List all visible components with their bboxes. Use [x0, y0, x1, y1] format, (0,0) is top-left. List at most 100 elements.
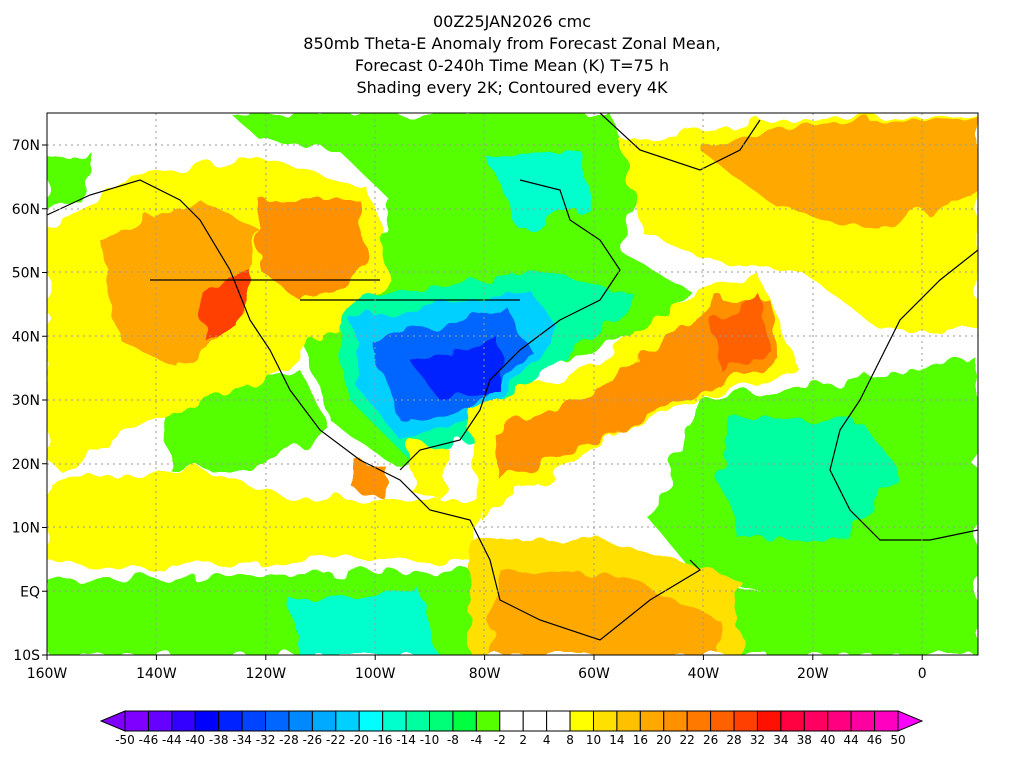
colorbar-label: 44	[844, 733, 859, 747]
colorbar-label: -2	[494, 733, 506, 747]
colorbar-label: 10	[586, 733, 601, 747]
colorbar-label: -8	[447, 733, 459, 747]
anomaly-red-atlantic-plume	[710, 295, 770, 370]
anomaly-green-nw	[47, 150, 90, 210]
colorbar-swatch	[382, 710, 407, 732]
map-frame	[46, 112, 979, 656]
colorbar-label: 22	[680, 733, 695, 747]
lon-label: 60W	[578, 666, 610, 682]
colorbar-label: 34	[773, 733, 788, 747]
colorbar-label: 26	[703, 733, 718, 747]
longitude-labels: 160W 140W 120W 100W 80W 60W 40W 20W 0	[27, 655, 927, 682]
colorbar-swatch	[850, 710, 876, 732]
anomaly-green-arctic	[230, 113, 340, 150]
colorbar-label: -16	[373, 733, 393, 747]
colorbar-label: -20	[349, 733, 369, 747]
anomaly-orange-atlantic-plume	[490, 300, 780, 480]
anomaly-cyan-south	[290, 590, 440, 655]
lat-label: EQ	[20, 584, 40, 600]
colorbar-label: 8	[566, 733, 574, 747]
colorbar-label: -28	[279, 733, 299, 747]
lon-label: 160W	[27, 666, 68, 682]
colorbar-label: -32	[256, 733, 276, 747]
colorbar-swatch	[218, 710, 243, 732]
colorbar-swatch	[194, 710, 220, 732]
colorbar-label: 4	[543, 733, 551, 747]
colorbar-swatch	[522, 710, 548, 732]
colorbar-label: -10	[420, 733, 440, 747]
colorbar-over-triangle	[897, 710, 924, 732]
colorbar-swatch	[616, 710, 641, 732]
colorbar-label: -46	[139, 733, 159, 747]
anomaly-orange-south-america	[490, 570, 720, 655]
colorbar-swatch	[827, 710, 852, 732]
colorbar-label: -38	[209, 733, 229, 747]
colorbar-label: -34	[232, 733, 252, 747]
colorbar-label: 50	[890, 733, 905, 747]
colorbar-swatch	[756, 710, 782, 732]
title-line-date: 00Z25JAN2026 cmc	[432, 12, 591, 31]
lon-label: 120W	[246, 666, 287, 682]
colorbar-swatch	[265, 710, 290, 732]
colorbar-label: -44	[162, 733, 182, 747]
colorbar-label: -22	[326, 733, 346, 747]
lat-label: 70N	[12, 138, 40, 154]
lon-label: 80W	[469, 666, 501, 682]
colorbar-label: -4	[470, 733, 482, 747]
colorbar-swatch	[569, 710, 594, 732]
colorbar-label: -50	[115, 733, 135, 747]
coastlines	[47, 113, 978, 641]
anomaly-field	[47, 113, 978, 655]
anomaly-teal-east-atlantic	[720, 420, 900, 540]
colorbar-label: 46	[867, 733, 882, 747]
colorbar-label: -26	[303, 733, 323, 747]
lat-label: 50N	[12, 266, 40, 282]
colorbar: -50 -46 -44 -40 -38 -34 -32 -28 -26 -22 -20 -16 -14-…	[99, 710, 924, 747]
lat-label: 40N	[12, 329, 40, 345]
lon-label: 20W	[797, 666, 829, 682]
colorbar-label: 2	[519, 733, 527, 747]
anomaly-yellow-mexico	[410, 440, 450, 500]
colorbar-swatch	[241, 710, 267, 732]
colorbar-swatch	[686, 710, 712, 732]
lon-label: 40W	[688, 666, 720, 682]
colorbar-label: 14	[609, 733, 624, 747]
anomaly-darkblue-us	[410, 340, 500, 400]
colorbar-label: 28	[726, 733, 741, 747]
colorbar-label: -14	[396, 733, 416, 747]
colorbar-swatch	[639, 710, 665, 732]
anomaly-green-se-atlantic	[730, 590, 978, 655]
colorbar-label: -40	[185, 733, 205, 747]
lat-label: 30N	[12, 393, 40, 409]
colorbar-swatch	[429, 710, 454, 732]
colorbar-swatch	[592, 710, 618, 732]
anomaly-orange-greenland	[700, 115, 978, 230]
colorbar-swatch	[803, 710, 829, 732]
colorbar-label: 32	[750, 733, 765, 747]
colorbar-swatch	[405, 710, 431, 732]
title-line-shading: Shading every 2K; Contoured every 4K	[356, 78, 668, 97]
colorbar-label: 40	[820, 733, 835, 747]
colorbar-under-triangle	[99, 710, 126, 732]
colorbar-swatch	[780, 710, 805, 732]
lat-label: 10N	[12, 521, 40, 537]
colorbar-swatch	[288, 710, 313, 732]
lat-label: 10S	[13, 648, 40, 664]
colorbar-swatch	[663, 710, 688, 732]
lon-label: 140W	[136, 666, 177, 682]
colorbar-label: 16	[633, 733, 648, 747]
lat-label: 60N	[12, 202, 40, 218]
colorbar-swatch	[499, 710, 524, 732]
colorbar-swatch	[452, 710, 477, 732]
lon-label: 100W	[355, 666, 396, 682]
anomaly-orange-nw2	[260, 200, 370, 300]
colorbar-swatch	[171, 710, 196, 732]
colorbar-swatch	[147, 710, 173, 732]
plot-title: 00Z25JAN2026 cmc 850mb Theta-E Anomaly f…	[0, 11, 1024, 99]
colorbar-swatch	[733, 710, 758, 732]
colorbar-swatch	[335, 710, 360, 732]
colorbar-swatch	[124, 710, 149, 732]
colorbar-label: 20	[656, 733, 671, 747]
title-line-forecast: Forecast 0-240h Time Mean (K) T=75 h	[354, 56, 670, 75]
